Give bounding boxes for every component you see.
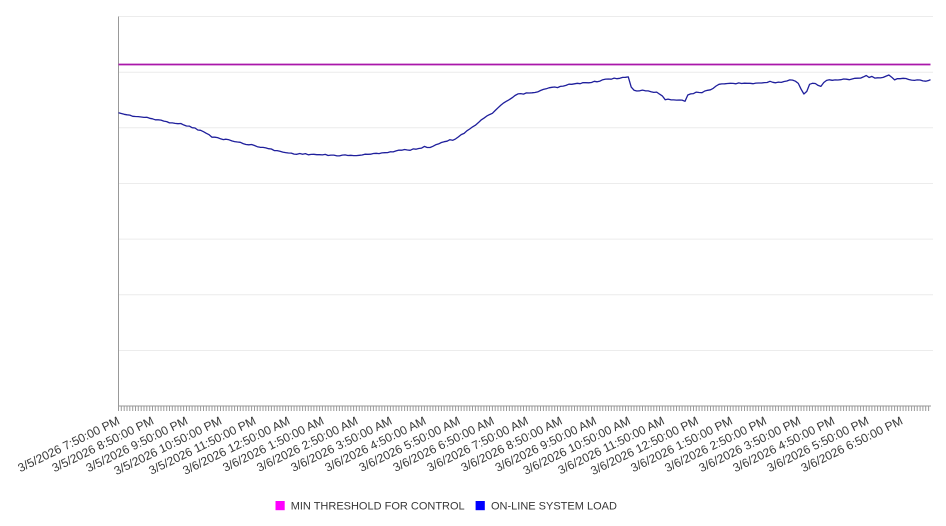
svg-text:MIN THRESHOLD FOR CONTROL: MIN THRESHOLD FOR CONTROL xyxy=(291,501,465,513)
svg-text:ON-LINE SYSTEM LOAD: ON-LINE SYSTEM LOAD xyxy=(491,501,617,513)
